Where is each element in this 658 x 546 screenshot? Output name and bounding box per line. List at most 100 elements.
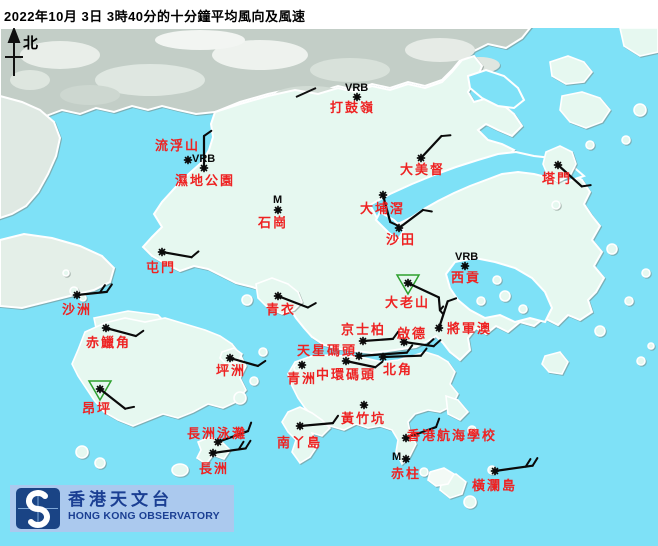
- station-label-wong-chuk-hang: 黃竹坑: [341, 411, 387, 426]
- shenzhen-urban-area: [0, 27, 533, 120]
- wind-barb-peng-chau: [228, 356, 259, 368]
- station-label-tai-mei-tuk: 大美督: [400, 162, 446, 177]
- stations-layer: [72, 92, 592, 476]
- station-label-wetland-park: 濕地公園: [175, 173, 236, 188]
- station-label-cheung-chau: 長洲: [199, 461, 230, 476]
- wind-barb-sha-chau: [75, 290, 108, 297]
- wind-barb-cheung-chau-beach: [216, 429, 250, 444]
- ninepin-2: [647, 342, 655, 350]
- station-label-kings-park: 京士柏: [341, 322, 387, 337]
- barb-feather-hk-sea-school: [435, 417, 441, 429]
- station-dot-north-point: [378, 352, 388, 362]
- station-label-tai-po-kau: 大埔滘: [360, 201, 406, 216]
- hong-kong-island: [287, 351, 459, 466]
- barb-feather-lamma-island: [331, 414, 340, 425]
- station-label-chek-lap-kok: 赤鱲角: [86, 335, 132, 350]
- mirs-bay-islet-2: [621, 135, 631, 145]
- wind-barb-cheung-chau: [211, 447, 247, 455]
- station-label-tseung-kwan-o: 將軍澳: [447, 321, 493, 336]
- grass-island: [585, 140, 595, 150]
- mirs-bay-islet-1: [633, 103, 647, 117]
- station-dot-kings-park: [358, 336, 368, 346]
- logo-english-text: HONG KONG OBSERVATORY: [68, 509, 220, 522]
- station-dot-green-island: [297, 360, 307, 370]
- station-dot-peng-chau: [225, 353, 235, 363]
- station-label-central-pier: 中環碼頭: [316, 367, 377, 382]
- shek-kwu-chau: [171, 463, 189, 477]
- station-dot-lau-fau-shan: [183, 155, 193, 165]
- station-dot-kai-tak: [399, 337, 409, 347]
- station-dot-star-ferry-pier: [354, 351, 364, 361]
- station-label-stanley: 赤柱: [391, 466, 422, 481]
- station-label-lamma-island: 南丫島: [277, 435, 323, 450]
- barb-feather-tseung-kwan-o: [446, 297, 458, 303]
- station-dot-lamma-island: [295, 421, 305, 431]
- station-dot-cheung-chau-beach: [213, 437, 223, 447]
- map-title: 2022年10月 3日 3時40分的十分鐘平均風向及風速: [4, 9, 306, 24]
- station-dot-waglan-island: [490, 466, 500, 476]
- station-label-lau-fau-shan: 流浮山: [155, 138, 201, 153]
- station-dot-tuen-mun: [157, 247, 167, 257]
- wind-barb-tuen-mun: [160, 250, 193, 259]
- wind-barb-tseung-kwan-o: [437, 300, 449, 330]
- east-islet-4: [641, 268, 651, 278]
- ne-corner-land: [619, 27, 658, 57]
- wind-barb-kings-park: [361, 337, 395, 343]
- barb-feather-north-point: [419, 347, 428, 357]
- station-dot-wetland-park: [199, 163, 209, 173]
- station-label-peng-chau: 坪洲: [216, 363, 247, 378]
- hei-ling-chau: [233, 391, 247, 405]
- station-dot-ngong-ping: [95, 384, 105, 394]
- tide-cove: [374, 210, 406, 242]
- station-dot-tsing-yi: [273, 291, 283, 301]
- wind-barb-central-pier: [344, 359, 377, 369]
- station-dot-sai-kung: [460, 261, 470, 271]
- logo-chinese-text: 香港天文台: [68, 490, 173, 509]
- boundary-mark: [295, 87, 317, 98]
- station-tag-lau-fau-shan: VRB: [192, 153, 216, 165]
- station-label-green-island: 青洲: [287, 371, 318, 386]
- station-tag-sai-kung: VRB: [455, 251, 479, 263]
- lung-kwu-chau: [62, 269, 70, 277]
- barb-feather-kai-tak: [425, 338, 435, 347]
- station-label-kai-tak: 啟德: [397, 326, 428, 341]
- deep-bay-west-shore: [0, 94, 116, 310]
- barb-feather-chek-lap-kok: [134, 329, 145, 338]
- station-dot-cheung-chau: [208, 448, 218, 458]
- station-dot-tates-cairn: [403, 278, 413, 288]
- sharp-island: [492, 275, 502, 285]
- station-tag-shek-kong: M: [273, 194, 283, 206]
- starling-inlet: [466, 68, 526, 110]
- station-tag-ta-kwu-ling: VRB: [345, 82, 369, 94]
- ninepin-1: [636, 356, 646, 366]
- wind-barb-hk-sea-school: [404, 425, 438, 440]
- wind-barb-ngong-ping: [98, 387, 127, 410]
- station-label-tates-cairn: 大老山: [385, 295, 431, 310]
- north-label: 北: [23, 35, 39, 52]
- lantau-island: [71, 317, 247, 427]
- wind-barb-north-point: [381, 354, 423, 359]
- barb-feather-peng-chau: [256, 359, 267, 367]
- barb-feather-central-pier: [374, 360, 384, 369]
- station-label-ngong-ping: 昂坪: [82, 401, 113, 416]
- east-islet-2: [594, 325, 606, 337]
- hko-logo-banner: 香港天文台 HONG KONG OBSERVATORY: [10, 485, 234, 532]
- barb-feather-kings-park: [391, 330, 400, 340]
- station-label-tap-mun: 塔門: [542, 171, 573, 186]
- station-label-tsing-yi: 青衣: [266, 302, 297, 317]
- station-label-sha-chau: 沙洲: [62, 302, 93, 317]
- east-islet-1: [606, 243, 618, 255]
- barb-feather-cheung-chau-beach: [247, 421, 253, 433]
- barb-feather-kai-tak: [432, 339, 442, 348]
- islands: [62, 27, 658, 509]
- barb-feather-sha-chau: [105, 283, 113, 293]
- north-arrow-icon: [5, 26, 23, 76]
- barb-feather-star-ferry-pier: [405, 344, 414, 354]
- station-label-star-ferry-pier: 天星碼頭: [297, 343, 358, 358]
- barb-feather-tai-mei-tuk: [440, 134, 452, 138]
- barb-feather-waglan-island: [531, 457, 539, 467]
- port-shelter-islet-2: [518, 304, 528, 314]
- lamma: [281, 406, 332, 465]
- station-label-hk-sea-school: 香港航海學校: [407, 428, 498, 443]
- beaufort-island: [427, 467, 456, 487]
